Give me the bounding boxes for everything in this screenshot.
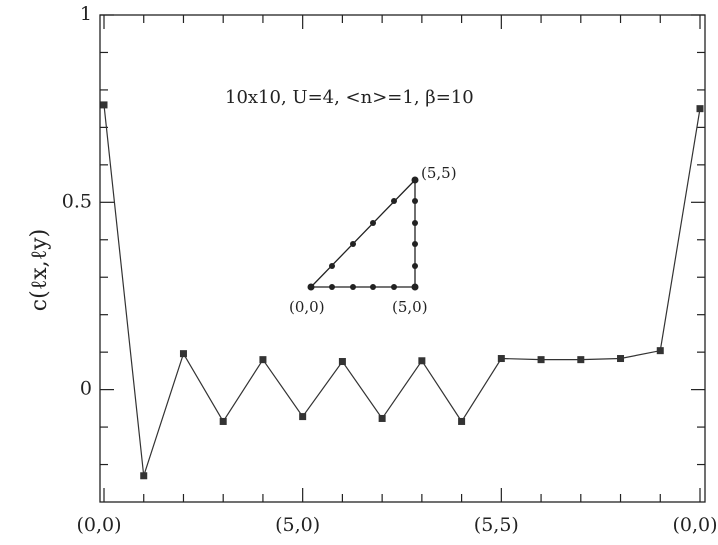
inset-label: (0,0) xyxy=(289,298,325,316)
x-tick-label: (0,0) xyxy=(76,514,121,536)
data-point xyxy=(577,356,585,364)
inset: (0,0) (5,0) (5,5) xyxy=(289,164,457,316)
inset-label: (5,0) xyxy=(392,298,428,316)
data-point xyxy=(696,105,704,113)
data-point xyxy=(219,417,227,425)
data-point xyxy=(458,417,466,425)
data-point xyxy=(537,356,545,364)
inset-label: (5,5) xyxy=(421,164,457,182)
data-point xyxy=(100,101,108,109)
data-point xyxy=(338,358,346,366)
data-point xyxy=(140,472,148,480)
data-point xyxy=(617,355,625,363)
x-tick-label: (0,0) xyxy=(672,514,717,536)
data-line xyxy=(103,104,701,476)
data-point xyxy=(418,357,426,365)
annotation: 10x10, U=4, <n>=1, β=10 xyxy=(225,87,474,108)
data-point xyxy=(259,356,267,364)
data-point xyxy=(299,413,307,421)
data-point xyxy=(656,347,664,355)
data-point xyxy=(497,355,505,363)
inset-dots xyxy=(307,176,419,291)
x-tick-label: (5,0) xyxy=(275,514,320,536)
plot-frame xyxy=(99,14,706,503)
x-tick-label: (5,5) xyxy=(474,514,519,536)
y-tick-label: 1 xyxy=(80,3,92,25)
inset-path xyxy=(309,178,416,288)
data-point xyxy=(179,350,187,358)
data-point xyxy=(378,414,386,422)
y-axis-label: c(ℓx,ℓy) xyxy=(27,229,52,311)
y-tick-label: 0.5 xyxy=(62,190,92,212)
y-tick-label: 0 xyxy=(80,378,92,400)
